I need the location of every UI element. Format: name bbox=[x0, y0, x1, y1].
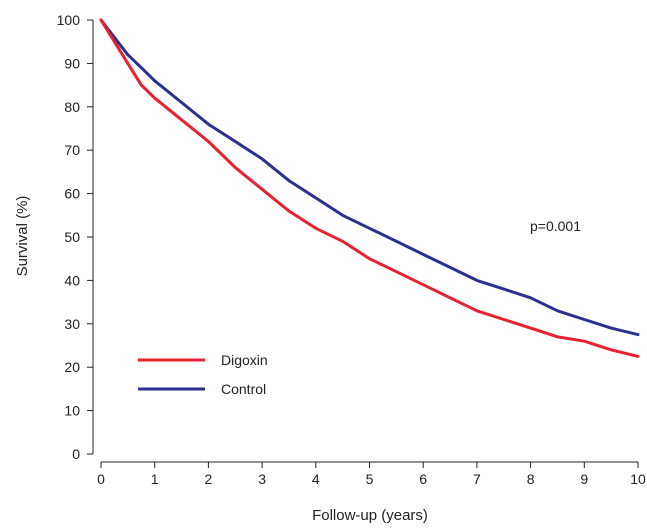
x-axis-title: Follow-up (years) bbox=[312, 507, 428, 524]
series-line-control bbox=[99, 18, 640, 337]
x-tick-label: 5 bbox=[366, 471, 374, 487]
y-axis-title: Survival (%) bbox=[14, 196, 31, 277]
legend-label-control: Control bbox=[221, 381, 266, 397]
y-tick-label: 30 bbox=[64, 316, 80, 332]
x-tick-label: 3 bbox=[258, 471, 266, 487]
y-tick-label: 20 bbox=[64, 359, 80, 375]
p-value-annotation: p=0.001 bbox=[530, 218, 581, 234]
y-tick-label: 40 bbox=[64, 272, 80, 288]
y-tick-label: 60 bbox=[64, 186, 80, 202]
x-tick-label: 4 bbox=[312, 471, 320, 487]
y-tick-label: 100 bbox=[57, 12, 81, 28]
series-line-digoxin bbox=[99, 18, 640, 358]
y-tick-label: 90 bbox=[64, 55, 80, 71]
x-tick-label: 10 bbox=[630, 471, 646, 487]
x-tick-label: 2 bbox=[205, 471, 213, 487]
y-tick-label: 80 bbox=[64, 99, 80, 115]
legend-label-digoxin: Digoxin bbox=[221, 352, 268, 368]
y-tick-label: 70 bbox=[64, 142, 80, 158]
x-tick-label: 9 bbox=[580, 471, 588, 487]
x-tick-label: 7 bbox=[473, 471, 481, 487]
plot-area: 0 10 20 30 40 50 60 70 80 90 100 0 1 2 3 4 5 6 7 8 9 10 bbox=[57, 12, 646, 487]
y-tick-label: 10 bbox=[64, 403, 80, 419]
y-tick-label: 50 bbox=[64, 229, 80, 245]
legend: Digoxin Control bbox=[138, 352, 268, 397]
x-tick-label: 1 bbox=[151, 471, 159, 487]
x-tick-label: 6 bbox=[419, 471, 427, 487]
x-tick-label: 0 bbox=[97, 471, 105, 487]
x-tick-label: 8 bbox=[527, 471, 535, 487]
y-tick-label: 0 bbox=[72, 446, 80, 462]
